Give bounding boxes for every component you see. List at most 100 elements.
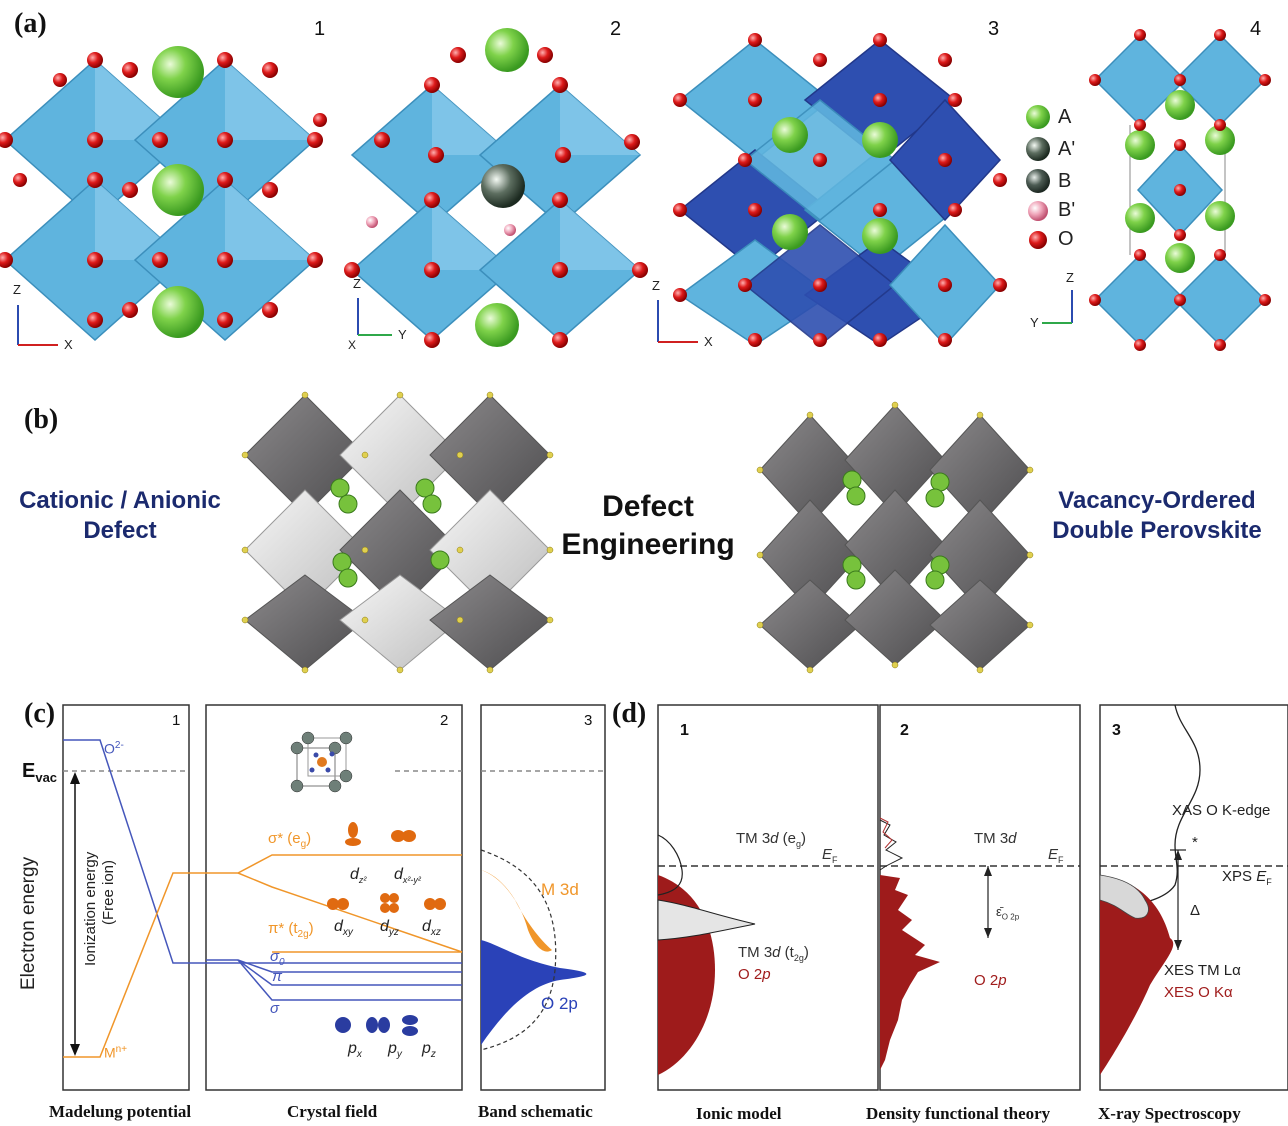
p-orbital-shapes [335,1015,418,1036]
ionic-o2p-main: O 2 [738,966,763,983]
structure-2 [344,28,648,348]
py-main: p [388,1040,397,1057]
vacancy-line-2: Double Perovskite [1052,517,1262,544]
px-sub: x [356,1049,362,1061]
evac-sub: vac [35,770,58,785]
axis-1-x: X [64,337,73,352]
dft-box [879,704,1081,1091]
ionic-ef-sub: F [832,855,838,865]
defect-engineering-label: Defect Engineering [548,488,748,564]
caption-band-schematic: Band schematic [478,1102,593,1121]
panel-c-diagram [62,704,606,1091]
sigma-star-eg-label: σ* (eg) [268,830,312,850]
crystal-cube-icon [290,731,353,793]
axis-2-x: X [348,338,357,352]
axis-2-y: Y [398,327,407,342]
o2p-band-shape [481,940,587,1045]
caption-xray: X-ray Spectroscopy [1098,1104,1241,1123]
cationic-line-2: Defect [83,517,157,544]
ionic-t2g-label: TM 3d (t2g) [738,944,809,963]
pi-star-sub: 2g [297,929,309,940]
xps-sub: F [1266,877,1272,887]
dxy-label: dxy [334,918,353,938]
dxy-sub: xy [342,927,353,939]
py-sub: y [396,1049,402,1061]
panel-c-subnumber-3: 3 [584,712,593,729]
legend-o-swatch [1029,231,1047,249]
dft-o2p-italic: p [998,972,1007,989]
ionic-o2p-italic: p [762,966,771,983]
axis-3-z: Z [652,278,660,293]
dz2-label: dz² [350,866,366,885]
madelung-box [62,704,190,1091]
dxz-sub: xz [430,927,441,939]
px-main: p [348,1040,357,1057]
legend-b-prime-swatch [1028,201,1048,221]
legend-b-swatch [1026,169,1050,193]
vacancy-ordered-label: Vacancy-Ordered Double Perovskite [1026,486,1288,546]
mn-level-line [63,872,206,1058]
panel-a-crystal-structures [0,28,1271,351]
structure-4 [1042,29,1271,351]
dft-tm-italic: d [1008,830,1017,847]
dft-eps-label: ε̄O 2p [996,904,1019,922]
cationic-line-1: Cationic / Anionic [19,487,221,514]
caption-ionic-model: Ionic model [696,1104,782,1123]
legend-b-prime-label: B' [1058,199,1076,221]
caption-crystal-field: Crystal field [287,1102,378,1121]
sigma0-sub: 0 [279,957,285,968]
panel-a-subnumber-3: 3 [988,18,1000,40]
ionic-t2g-paren: (t [780,944,794,961]
sigma-star-sub: g [300,839,307,850]
axis-4-y: Y [1030,315,1039,330]
electron-energy-axis-label: Electron energy [18,856,39,990]
m-sup: n+ [115,1044,128,1055]
dft-tm-main: TM 3 [974,830,1009,847]
dyz-sub: yz [388,927,399,939]
legend-a-prime-label: A' [1058,138,1076,160]
m3d-band-shape [481,870,552,952]
pi-star-t2g-label: π* (t2g) [268,920,314,940]
panel-b-structures [241,391,1034,674]
vacancy-ordered-structure [756,401,1034,674]
dyz-label: dyz [380,918,399,938]
vacancy-line-1: Vacancy-Ordered [1058,487,1256,514]
xas-curve [1099,704,1201,911]
axis-2-z: Z [353,276,361,291]
structure-3 [657,33,1007,347]
evac-label: Evac [22,760,57,785]
legend-o-label: O [1058,228,1074,250]
delta-label: Δ [1190,902,1201,919]
ionic-eg-main: TM 3 [736,830,771,847]
panel-c-subnumber-1: 1 [172,712,181,729]
dz2-main: d [350,866,359,883]
panel-d-letter: (d) [612,698,647,729]
dx2y2-label: dx²-y² [394,866,421,885]
xes-o-ka [1100,875,1174,1075]
xes-o-label: XES O Kα [1164,984,1233,1001]
mn-plus-label: Mn+ [104,1044,127,1061]
ionic-t2g-main: TM 3 [738,944,773,961]
panel-b-letter: (b) [24,404,59,435]
dft-ef-main: E [1048,846,1059,863]
dft-o2p-dos [880,875,940,1070]
px-label: px [348,1040,362,1060]
panel-a-subnumber-4: 4 [1250,18,1262,40]
band-schematic-box [480,704,606,1091]
xas-label: XAS O K-edge [1172,802,1271,819]
ionic-eg-sub: g [796,839,802,849]
legend-b-label: B [1058,170,1072,192]
dft-tm3d-label: TM 3d [974,830,1017,847]
eg-orbital-shapes [345,822,416,846]
band-o2p-label: O 2p [541,994,578,1013]
xray-star-label: * [1192,834,1198,851]
legend-a-swatch [1026,105,1050,129]
xes-tm-label: XES TM Lα [1164,962,1241,979]
ionic-ef-main: E [822,846,833,863]
panel-d-subnumber-2: 2 [900,722,909,739]
panel-d-subnumber-3: 3 [1112,722,1121,739]
dx2y2-sub: x²-y² [402,875,421,886]
dxz-label: dxz [422,918,441,938]
m-main: M [104,1044,116,1061]
dft-o2p-main: O 2 [974,972,999,989]
